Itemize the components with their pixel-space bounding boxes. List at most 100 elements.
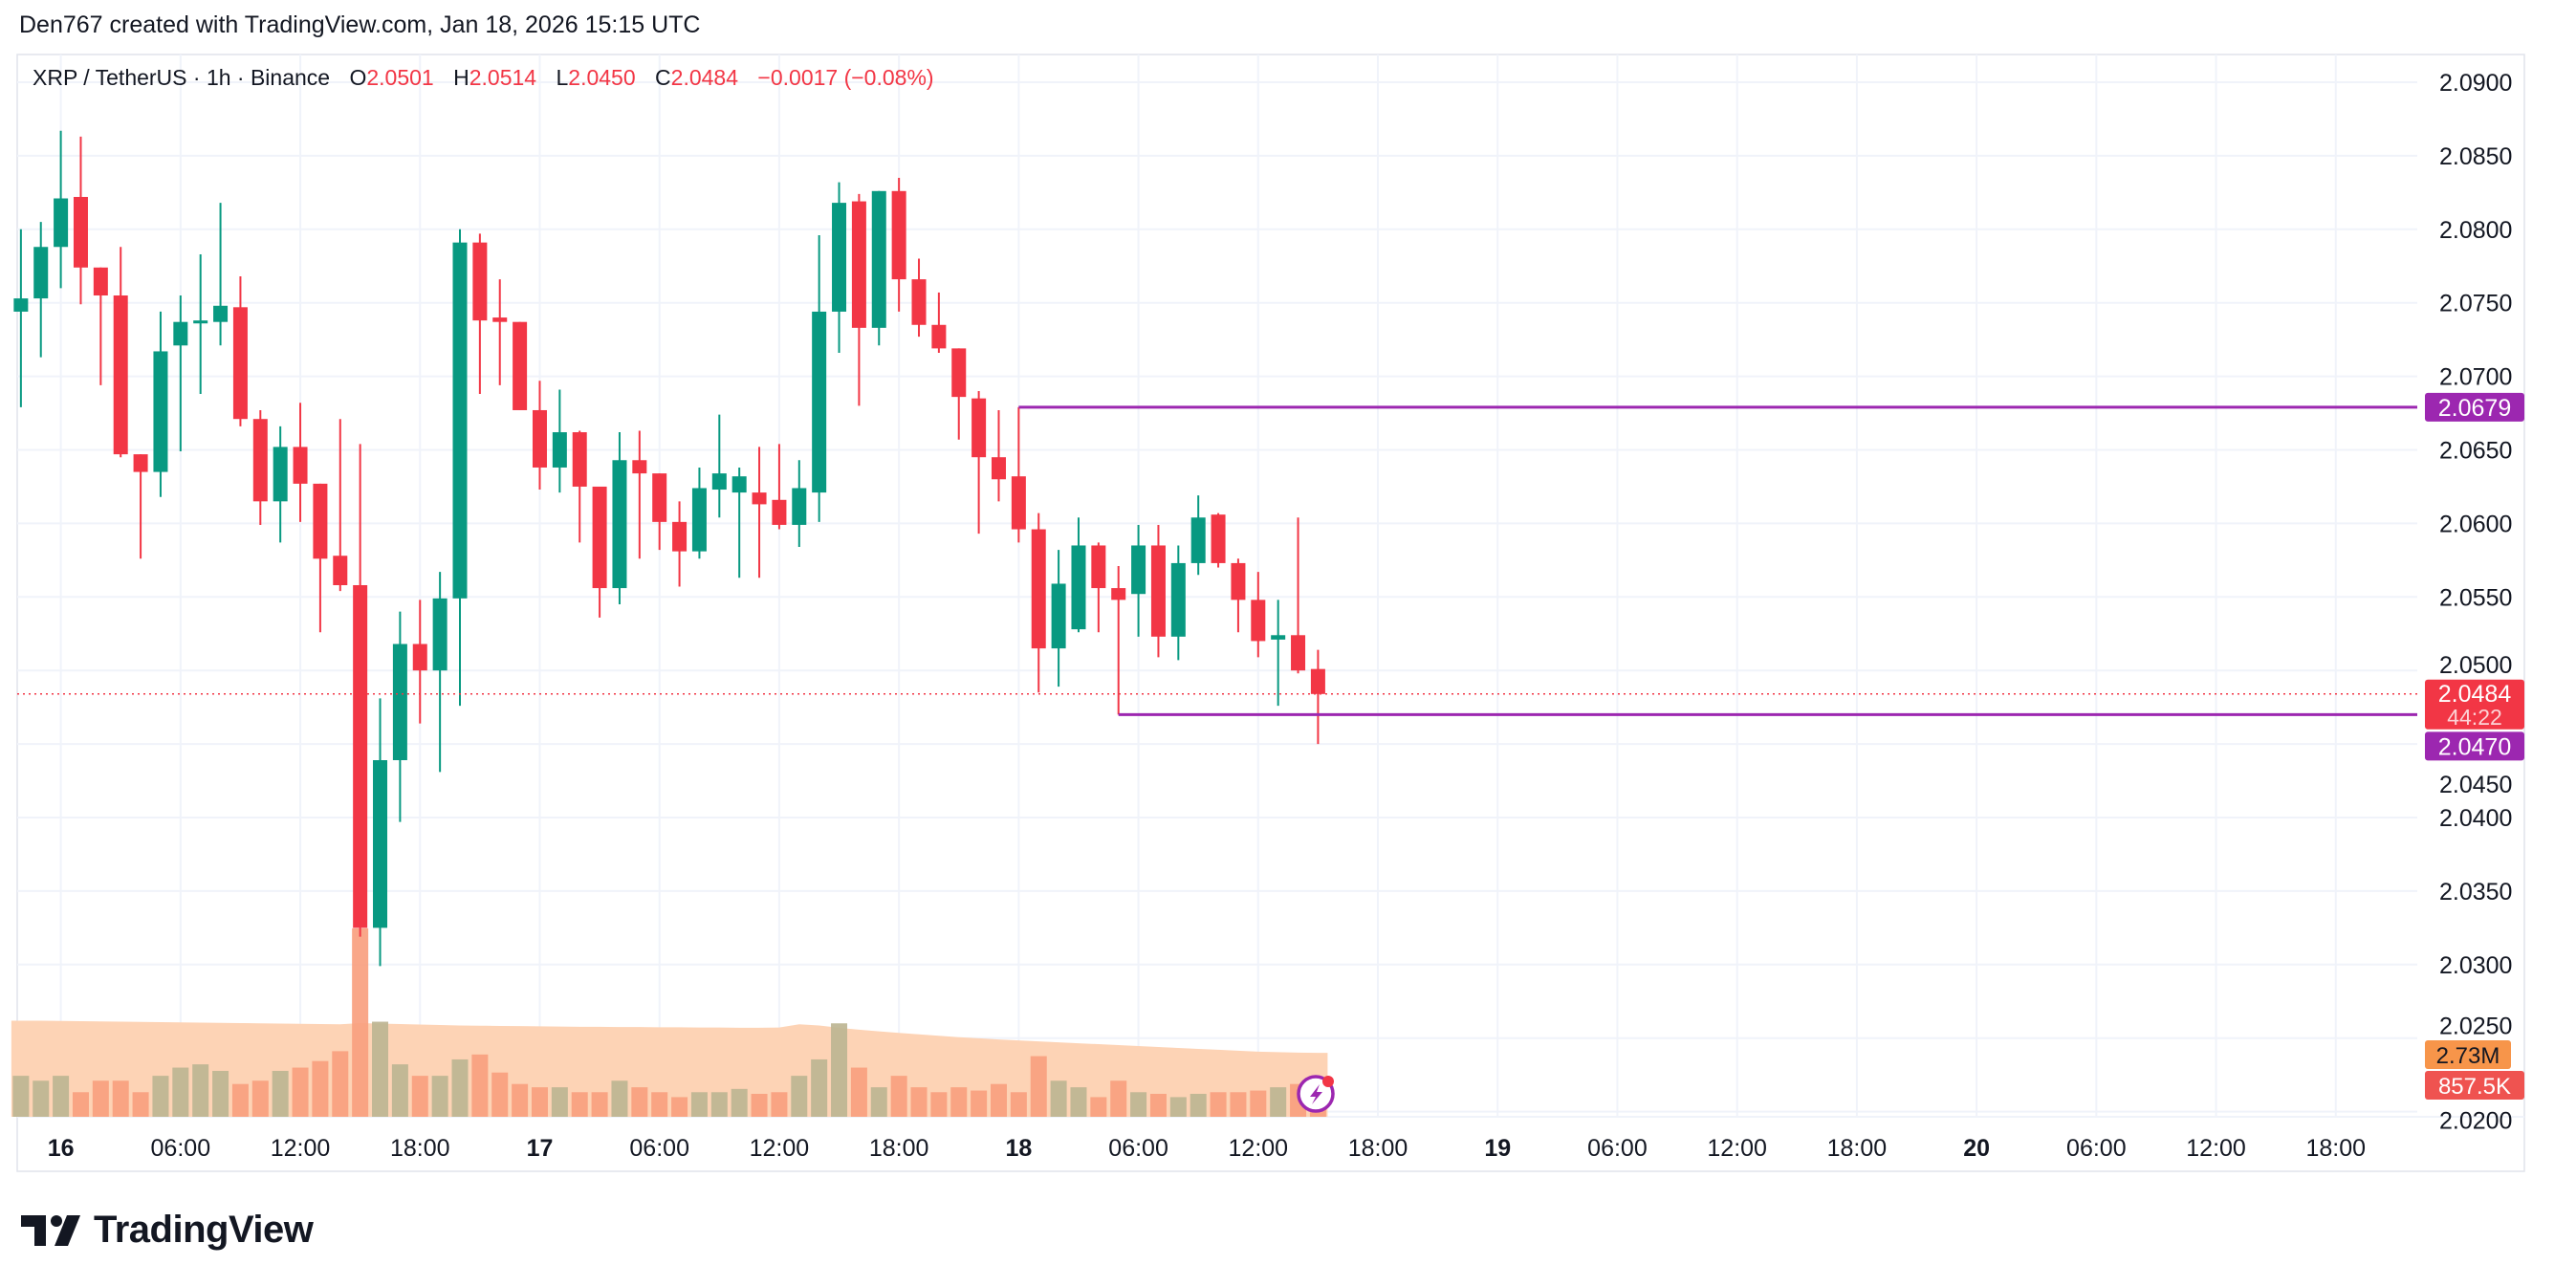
volume-bar [251,1080,269,1117]
candle[interactable] [552,389,567,493]
volume-bar [33,1080,50,1117]
candle-body [1310,668,1325,694]
symbol-title[interactable]: XRP / TetherUS · 1h · Binance [33,65,331,90]
x-tick-label: 20 [1963,1135,1990,1162]
volume-bar [431,1076,448,1117]
candle-body [513,321,528,410]
candle[interactable] [832,182,847,353]
candle[interactable] [1170,545,1186,661]
candle[interactable] [173,295,188,452]
candle[interactable] [1111,566,1126,715]
volume-bar [451,1058,469,1117]
candle[interactable] [1150,524,1166,658]
candle[interactable] [113,247,128,458]
candle[interactable] [1091,542,1106,633]
candle[interactable] [1211,513,1226,568]
candle[interactable] [792,460,807,548]
candle[interactable] [492,279,508,385]
candle[interactable] [392,611,407,822]
candle-body [672,521,688,552]
candle[interactable] [1190,495,1206,576]
candle[interactable] [951,348,967,440]
chart-frame [16,54,2525,1172]
candle[interactable] [691,467,707,559]
candle[interactable] [612,432,627,604]
candle[interactable] [772,444,787,530]
candle[interactable] [452,229,468,707]
candle-body [313,483,328,559]
candle[interactable] [672,501,688,587]
candle[interactable] [513,321,528,410]
candle[interactable] [572,430,587,543]
candle[interactable] [632,430,647,559]
candle[interactable] [1131,524,1146,637]
candle[interactable] [1011,406,1026,543]
y-tick-label: 2.0250 [2439,1014,2512,1040]
x-tick-label: 06:00 [1108,1135,1168,1162]
candle-body [54,198,69,248]
candle-body [772,499,787,525]
volume-bar [72,1092,89,1117]
volume-bar [312,1060,329,1117]
candle[interactable] [13,229,29,407]
candle[interactable] [1071,517,1086,633]
candle-body [1291,635,1306,671]
candle[interactable] [232,276,248,426]
volume-bar [631,1087,648,1117]
candle[interactable] [472,233,488,395]
candle[interactable] [652,473,667,551]
candle[interactable] [871,190,886,346]
candle[interactable] [1031,513,1046,693]
candle[interactable] [373,698,388,967]
candle[interactable] [73,136,88,305]
candle[interactable] [851,193,866,406]
candle[interactable] [752,447,767,578]
candle[interactable] [353,444,368,937]
volume-bar [292,1067,309,1117]
candle[interactable] [93,267,108,385]
candle[interactable] [133,454,148,559]
candle[interactable] [1310,649,1325,745]
candle[interactable] [812,234,827,522]
level-price-badge [2425,392,2524,422]
candle[interactable] [971,390,987,534]
candle[interactable] [711,414,727,518]
candle[interactable] [731,467,747,578]
volume-bar [272,1070,289,1117]
candle[interactable] [532,381,547,491]
candle[interactable] [293,403,308,522]
candle[interactable] [412,600,427,724]
candle[interactable] [193,253,208,395]
volume-bar [1169,1097,1187,1117]
candle[interactable] [911,258,927,338]
candle[interactable] [1271,600,1286,707]
candle[interactable] [1051,550,1066,687]
candle[interactable] [252,409,268,525]
candle[interactable] [1251,572,1266,658]
candle[interactable] [891,177,906,312]
candle[interactable] [1231,558,1246,633]
candle[interactable] [333,419,348,592]
candle-body [851,201,866,328]
candle[interactable] [931,292,947,353]
candle[interactable] [54,130,69,289]
candle[interactable] [592,486,607,618]
alert-icon[interactable] [1297,1075,1335,1113]
candle[interactable] [313,483,328,633]
x-tick-label: 18:00 [390,1135,450,1162]
candle[interactable] [432,572,448,773]
tradingview-logo[interactable]: TradingView [21,1209,314,1252]
candle-body [1031,529,1046,649]
candle-body [752,492,767,505]
candle-body [252,419,268,502]
candle[interactable] [153,311,168,497]
candle[interactable] [213,203,229,346]
last-price-badge [2425,679,2524,730]
candle[interactable] [991,409,1006,502]
candle[interactable] [273,425,288,543]
candle-body [731,476,747,493]
candle[interactable] [33,222,49,358]
candle[interactable] [1291,517,1306,674]
